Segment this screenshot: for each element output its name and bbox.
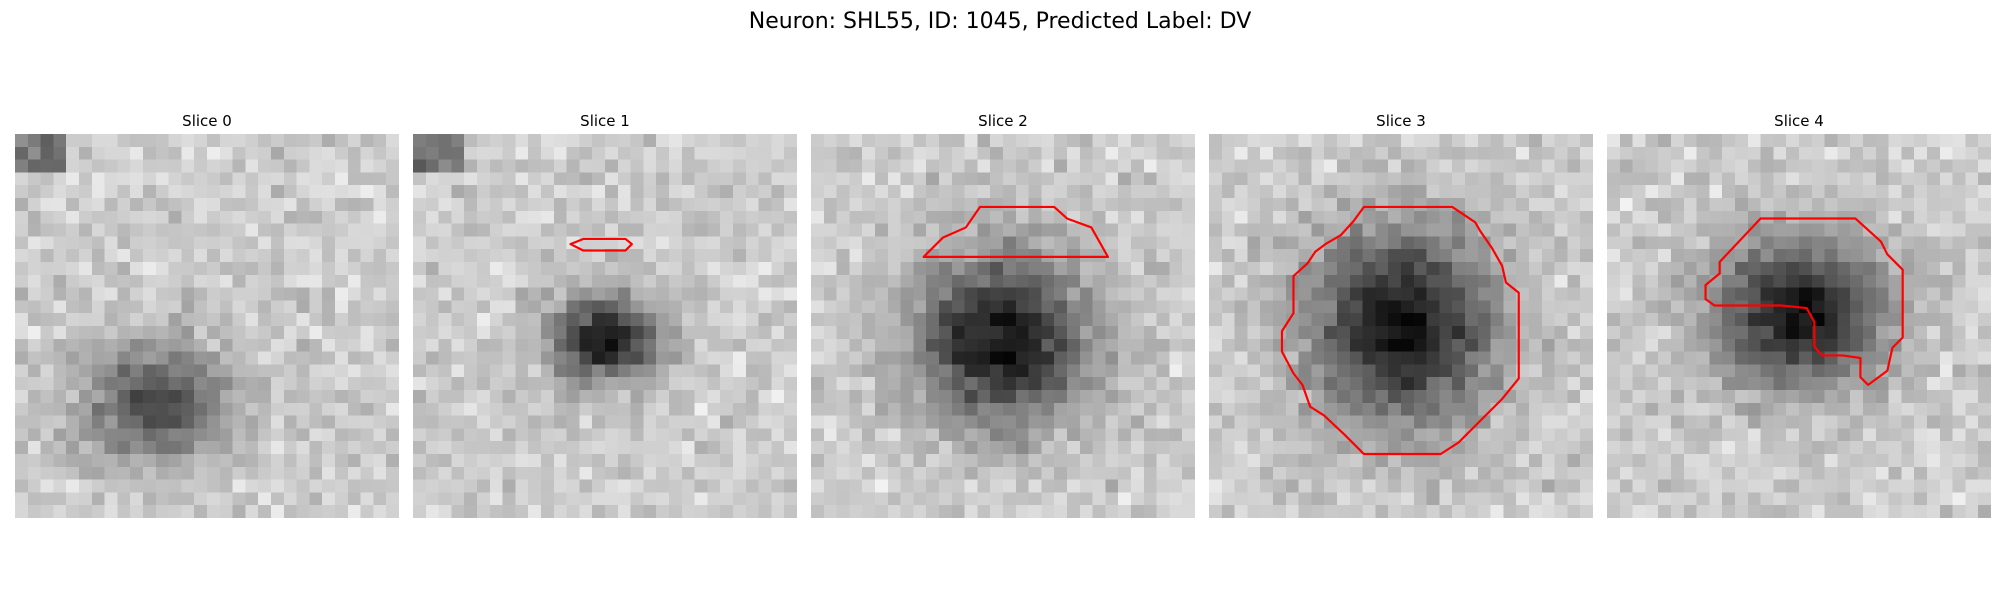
slice-image-4 (1607, 134, 1991, 518)
slice-canvas-1 (413, 134, 797, 518)
slice-panel-3: Slice 3 (1209, 108, 1593, 518)
slice-image-1 (413, 134, 797, 518)
contour-outline-4 (1704, 217, 1904, 386)
slice-canvas-4 (1607, 134, 1991, 518)
slice-title-0: Slice 0 (182, 112, 232, 130)
contour-overlay-4 (1704, 217, 1904, 386)
slice-image-0 (15, 134, 399, 518)
slice-canvas-2 (811, 134, 1195, 518)
slice-image-3 (1209, 134, 1593, 518)
slice-title-4: Slice 4 (1774, 112, 1824, 130)
contour-overlay-3 (1280, 205, 1520, 456)
slice-image-2 (811, 134, 1195, 518)
slice-canvas-0 (15, 134, 399, 518)
slice-title-3: Slice 3 (1376, 112, 1426, 130)
contour-overlay-2 (922, 205, 1110, 258)
slice-panel-2: Slice 2 (811, 108, 1195, 518)
contour-outline-3 (1280, 205, 1520, 456)
contour-overlay-1 (569, 237, 633, 252)
contour-outline-1 (569, 237, 633, 252)
slice-panel-4: Slice 4 (1607, 108, 1991, 518)
slice-panel-0: Slice 0 (15, 108, 399, 518)
slice-title-1: Slice 1 (580, 112, 630, 130)
slice-panel-1: Slice 1 (413, 108, 797, 518)
slice-title-2: Slice 2 (978, 112, 1028, 130)
figure-title: Neuron: SHL55, ID: 1045, Predicted Label… (748, 9, 1252, 34)
contour-outline-2 (922, 205, 1110, 258)
